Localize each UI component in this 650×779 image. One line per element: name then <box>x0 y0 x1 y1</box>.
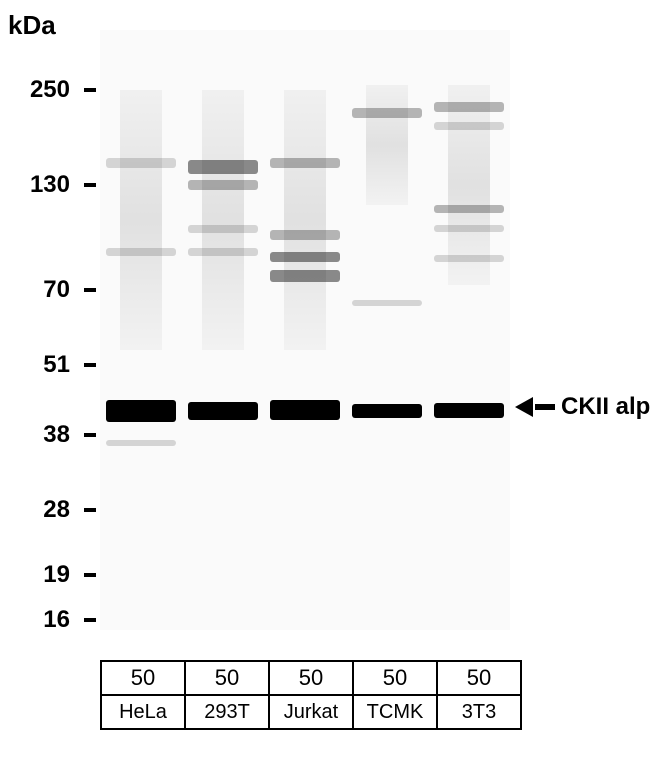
lane-name-cell: Jurkat <box>269 695 353 729</box>
mw-label: 38 <box>8 421 70 449</box>
target-label: CKII alpha <box>561 393 650 421</box>
mw-label: 130 <box>8 171 70 199</box>
band <box>352 404 422 418</box>
band <box>434 122 504 130</box>
lane-smear <box>366 85 408 205</box>
lane-name-cell: 293T <box>185 695 269 729</box>
band <box>270 400 340 420</box>
band <box>106 440 176 446</box>
band <box>188 402 258 420</box>
band <box>270 252 340 262</box>
lane-smear <box>284 90 326 350</box>
band <box>270 270 340 282</box>
mw-label: 16 <box>8 606 70 634</box>
lane-name-cell: 3T3 <box>437 695 521 729</box>
band <box>188 180 258 190</box>
lane-load-cell: 50 <box>101 661 185 695</box>
lane <box>100 30 182 630</box>
mw-tick <box>84 618 96 622</box>
lane-load-cell: 50 <box>269 661 353 695</box>
band <box>188 160 258 174</box>
band <box>106 248 176 256</box>
lane-name-cell: TCMK <box>353 695 437 729</box>
mw-tick <box>84 183 96 187</box>
lane <box>182 30 264 630</box>
band <box>434 102 504 112</box>
lane <box>346 30 428 630</box>
lane-smear <box>202 90 244 350</box>
band <box>270 158 340 168</box>
mw-label: 28 <box>8 496 70 524</box>
mw-tick <box>84 288 96 292</box>
arrow-stem <box>535 404 555 410</box>
band <box>352 300 422 306</box>
mw-label: 250 <box>8 76 70 104</box>
mw-tick <box>84 88 96 92</box>
arrow-icon <box>515 397 533 417</box>
band <box>352 108 422 118</box>
band <box>434 205 504 213</box>
mw-tick <box>84 573 96 577</box>
mw-tick <box>84 433 96 437</box>
lane-load-cell: 50 <box>437 661 521 695</box>
lane-name-cell: HeLa <box>101 695 185 729</box>
band <box>270 230 340 240</box>
mw-label: 70 <box>8 276 70 304</box>
band <box>188 248 258 256</box>
band <box>106 158 176 168</box>
band <box>434 403 504 418</box>
mw-label: 51 <box>8 351 70 379</box>
lane <box>264 30 346 630</box>
lane-load-cell: 50 <box>353 661 437 695</box>
mw-tick <box>84 508 96 512</box>
band <box>434 225 504 232</box>
blot-area <box>100 30 510 630</box>
mw-label: 19 <box>8 561 70 589</box>
unit-label: kDa <box>8 10 56 41</box>
lane-load-cell: 50 <box>185 661 269 695</box>
lane <box>428 30 510 630</box>
band <box>106 400 176 422</box>
band <box>434 255 504 262</box>
target-annotation: CKII alpha <box>515 393 650 421</box>
mw-tick <box>84 363 96 367</box>
band <box>188 225 258 233</box>
lane-smear <box>120 90 162 350</box>
lane-table: 5050505050HeLa293TJurkatTCMK3T3 <box>100 660 522 730</box>
